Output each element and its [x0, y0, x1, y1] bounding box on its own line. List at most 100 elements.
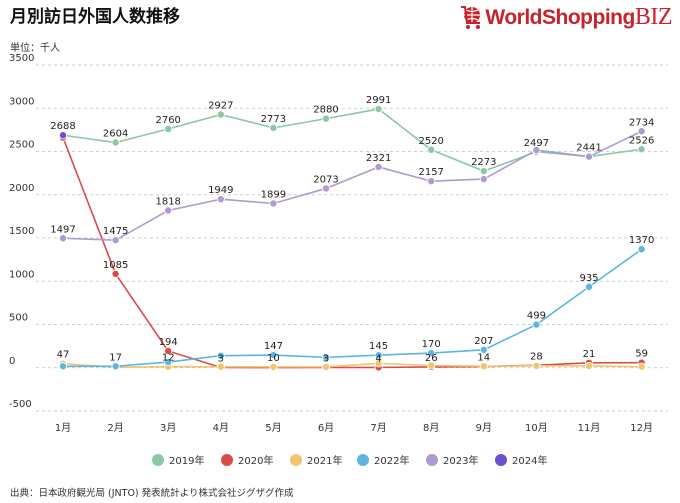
data-point [427, 361, 436, 370]
data-point [269, 123, 278, 132]
legend-item[interactable]: 2024年 [495, 454, 547, 467]
legend-marker [495, 454, 507, 466]
data-label: 21 [583, 349, 596, 360]
brand-logo: WorldShoppingBIZ [459, 0, 673, 34]
data-label: 1818 [155, 196, 180, 207]
data-label: 12 [162, 353, 175, 364]
data-point [479, 362, 488, 371]
x-tick-label: 9月 [476, 422, 492, 434]
data-label: 14 [477, 353, 490, 364]
legend-marker [426, 454, 438, 466]
x-tick-label: 2月 [107, 422, 123, 434]
data-label: 2604 [103, 129, 128, 140]
data-point [427, 349, 436, 358]
legend[interactable]: 2019年 2020年 2021年 2022年 2023年 2024年 [152, 454, 547, 467]
legend-item[interactable]: 2019年 [152, 454, 204, 467]
data-point [585, 361, 594, 370]
data-label: 17 [109, 352, 122, 363]
data-point [637, 127, 646, 136]
data-label: 145 [369, 341, 388, 352]
legend-item[interactable]: 2021年 [290, 454, 342, 467]
y-tick-label: -500 [9, 399, 32, 410]
series-line [62, 137, 642, 369]
data-point [111, 236, 120, 245]
data-point [59, 234, 68, 243]
legend-label: 2024年 [512, 454, 547, 467]
data-labels: 2604 2760 2927 2773 2880 2991 2520 2273 2497 2441… [50, 95, 654, 364]
data-label: 2526 [629, 135, 654, 146]
chart-title: 月別訪日外国人数推移 [10, 7, 180, 27]
data-label: 1899 [261, 189, 286, 200]
data-point [374, 162, 383, 171]
data-point [321, 114, 330, 123]
y-tick-label: 3000 [9, 96, 34, 107]
legend-item[interactable]: 2023年 [426, 454, 478, 467]
data-label: 2273 [471, 157, 496, 168]
data-label: 935 [579, 273, 598, 284]
data-label: 2880 [313, 105, 338, 116]
x-tick-label: 1月 [55, 422, 71, 434]
data-label: 2734 [629, 117, 654, 128]
data-point [479, 175, 488, 184]
data-point [479, 167, 488, 176]
data-label: 2927 [208, 101, 233, 112]
data-label: 47 [57, 350, 70, 361]
data-label: 2760 [155, 115, 180, 126]
series-line [63, 248, 643, 368]
data-label: 59 [635, 349, 648, 360]
legend-item[interactable]: 2022年 [357, 454, 409, 467]
data-point [637, 362, 646, 371]
legend-label: 2019年 [169, 454, 204, 467]
data-point [321, 184, 330, 193]
y-tick-label: 1500 [9, 226, 34, 237]
data-label: 499 [527, 311, 546, 322]
data-point [111, 362, 120, 371]
series-lines [59, 105, 646, 372]
data-label: 2991 [366, 95, 391, 106]
data-label: 1497 [50, 224, 75, 235]
data-point [164, 125, 173, 134]
data-label: 2441 [576, 143, 601, 154]
data-point [374, 359, 383, 368]
data-label: 1085 [103, 260, 128, 271]
legend-marker [290, 454, 302, 466]
data-label: 2157 [418, 167, 443, 178]
data-point [111, 138, 120, 147]
data-label: 3 [218, 353, 224, 364]
y-tick-label: 3500 [9, 53, 34, 64]
legend-label: 2023年 [443, 454, 478, 467]
data-label: 207 [474, 336, 493, 347]
x-tick-label: 5月 [265, 422, 281, 434]
data-point [216, 362, 225, 371]
data-point [374, 105, 383, 114]
x-tick-label: 7月 [370, 422, 386, 434]
source-note: 出典：日本政府観光局 (JNTO) 発表統計より株式会社ジグザグ作成 [10, 488, 294, 499]
data-label: 194 [159, 337, 178, 348]
data-point [532, 361, 541, 370]
data-point [59, 131, 68, 140]
x-tick-label: 4月 [213, 422, 229, 434]
data-label: 2073 [313, 174, 338, 185]
data-point [532, 146, 541, 155]
legend-marker [221, 454, 233, 466]
cart-globe-icon [461, 6, 481, 29]
data-label: 10 [267, 353, 280, 364]
data-point [374, 351, 383, 360]
y-tick-label: 1000 [9, 269, 34, 280]
data-label: 26 [425, 353, 438, 364]
data-point [585, 152, 594, 161]
brand-logo-text: WorldShoppingBIZ [485, 3, 672, 30]
data-label: 2321 [366, 153, 391, 164]
data-point [269, 351, 278, 360]
data-label: 28 [530, 351, 543, 362]
data-label: 2688 [50, 121, 75, 132]
data-point [164, 346, 173, 355]
x-tick-label: 8月 [423, 422, 439, 434]
x-tick-label: 3月 [160, 422, 176, 434]
data-label: 2520 [418, 136, 443, 147]
x-tick-label: 10月 [525, 422, 548, 434]
data-label: 4 [375, 353, 381, 364]
data-label: 147 [264, 341, 283, 352]
legend-item[interactable]: 2020年 [221, 454, 273, 467]
